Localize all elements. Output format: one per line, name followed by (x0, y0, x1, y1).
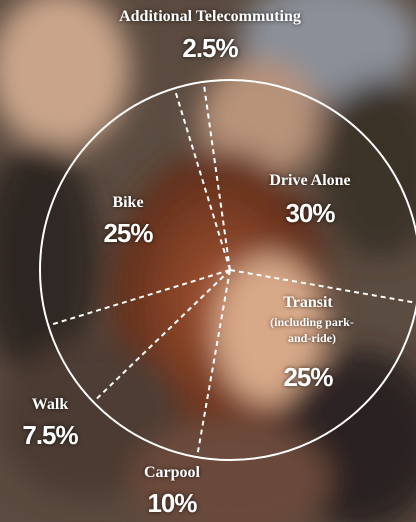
slice-label: Additional Telecommuting (119, 8, 301, 25)
slice-value-label: 2.5% (182, 33, 238, 63)
slice-value-label: 25% (283, 362, 333, 392)
slice-divider (202, 81, 231, 271)
slice-label: Drive Alone (269, 172, 351, 189)
slice-label: Bike (112, 194, 144, 211)
slice-divider (229, 269, 416, 304)
slice-value-label: 7.5% (22, 420, 78, 450)
slice-value-label: 30% (285, 198, 335, 228)
slice-divider (92, 269, 231, 403)
slice-label: Carpool (144, 464, 200, 481)
slice-label: Walk (31, 396, 69, 413)
slice-divider (48, 269, 231, 327)
slice-label: Transit (283, 294, 333, 311)
pie-outline (39, 79, 416, 461)
slice-value-label: 10% (147, 488, 197, 518)
slice-value-label: 25% (103, 218, 153, 248)
slice-annotation: (including park-and-ride) (270, 315, 354, 345)
slice-divider (173, 88, 231, 271)
slice-divider (196, 269, 231, 458)
